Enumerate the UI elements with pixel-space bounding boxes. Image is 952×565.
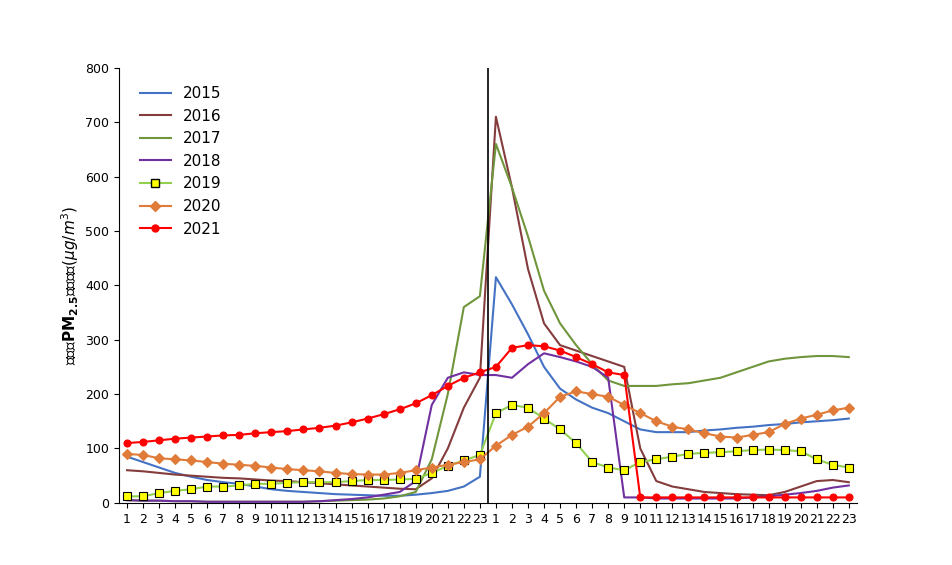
Legend: 2015, 2016, 2017, 2018, 2019, 2020, 2021: 2015, 2016, 2017, 2018, 2019, 2020, 2021 [134, 80, 228, 243]
Y-axis label: 北京市$\mathbf{PM_{2.5}}$小时浓度($\mu g/m^3$): 北京市$\mathbf{PM_{2.5}}$小时浓度($\mu g/m^3$) [59, 206, 81, 365]
